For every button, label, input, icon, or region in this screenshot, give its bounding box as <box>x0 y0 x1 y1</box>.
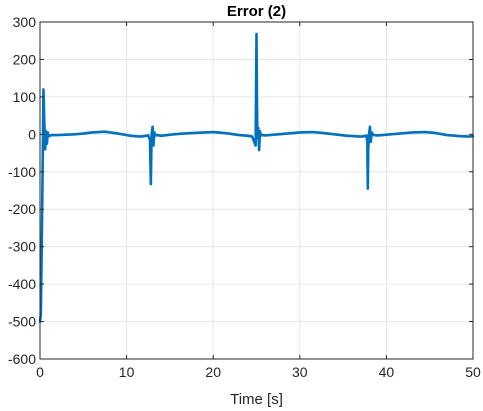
tick-labels: 0 10 20 30 40 50 300 200 100 0 -100 -200 -300 -400 -50… <box>8 14 481 380</box>
x-tick-label: 20 <box>205 364 221 380</box>
axes <box>39 21 474 360</box>
x-tick-label: 0 <box>36 364 44 380</box>
y-tick-label: -600 <box>8 351 36 367</box>
x-axis-label: Time [s] <box>230 391 283 408</box>
y-tick-label: -500 <box>8 314 36 330</box>
series-group <box>38 32 475 323</box>
x-tick-label: 10 <box>119 364 135 380</box>
axes-box <box>39 21 474 360</box>
y-tick-label: -300 <box>8 239 36 255</box>
x-tick-label: 50 <box>465 364 481 380</box>
x-tick-label: 30 <box>292 364 308 380</box>
y-tick-label: 200 <box>13 51 37 67</box>
series-line-1 <box>38 32 475 323</box>
y-tick-label: -400 <box>8 276 36 292</box>
chart-title: Error (2) <box>227 3 286 20</box>
x-tick-label: 40 <box>379 364 395 380</box>
y-tick-label: -100 <box>8 164 36 180</box>
y-tick-label: 300 <box>13 14 37 30</box>
y-tick-label: 100 <box>13 89 37 105</box>
y-tick-label: -200 <box>8 201 36 217</box>
y-tick-label: 0 <box>28 126 36 142</box>
